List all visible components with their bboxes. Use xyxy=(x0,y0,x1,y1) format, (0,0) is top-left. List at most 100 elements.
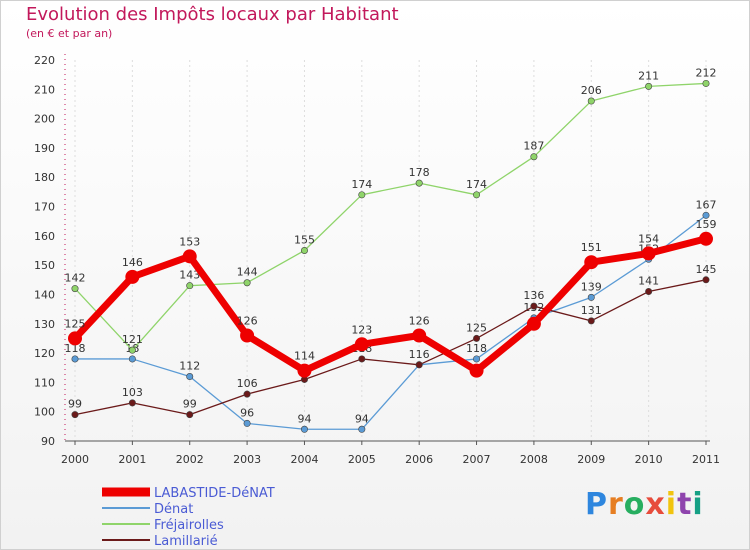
series-line xyxy=(72,235,707,375)
y-tick-label: 200 xyxy=(34,113,55,126)
data-point xyxy=(182,249,197,264)
data-point xyxy=(415,179,423,187)
data-label: 143 xyxy=(179,269,200,282)
data-point xyxy=(297,363,312,378)
data-label: 141 xyxy=(638,275,659,288)
data-point xyxy=(125,269,140,284)
data-label: 94 xyxy=(297,412,311,425)
data-label: 116 xyxy=(409,348,430,361)
x-tick-label: 2005 xyxy=(348,453,376,466)
data-point xyxy=(699,231,713,246)
data-point xyxy=(530,302,538,310)
x-tick-label: 2000 xyxy=(61,453,89,466)
data-label: 206 xyxy=(581,84,602,97)
data-point xyxy=(243,419,251,427)
data-label: 159 xyxy=(696,218,717,231)
logo-letter: x xyxy=(645,487,666,522)
logo-letter: o xyxy=(623,487,646,522)
data-label: 174 xyxy=(351,178,372,191)
data-point xyxy=(240,328,255,343)
data-point xyxy=(584,255,599,270)
data-point xyxy=(530,153,538,161)
data-label: 139 xyxy=(581,280,602,293)
data-point xyxy=(473,191,481,199)
data-point xyxy=(128,399,136,407)
data-label: 106 xyxy=(237,377,258,390)
data-point xyxy=(587,97,595,105)
data-label: 118 xyxy=(65,342,86,355)
data-point xyxy=(415,361,423,369)
data-label: 126 xyxy=(237,314,258,327)
data-point xyxy=(128,346,136,354)
data-label: 142 xyxy=(65,272,86,285)
data-label: 112 xyxy=(179,360,200,373)
y-tick-label: 160 xyxy=(34,230,55,243)
chart-subtitle: (en € et par an) xyxy=(26,27,113,40)
data-point xyxy=(358,191,366,199)
data-point xyxy=(473,334,481,342)
data-point xyxy=(473,355,481,363)
data-point xyxy=(68,331,82,346)
data-point xyxy=(358,355,366,363)
x-tick-label: 2011 xyxy=(692,453,720,466)
proxiti-logo: Proxiti xyxy=(585,487,704,522)
x-tick-label: 2003 xyxy=(233,453,261,466)
data-label: 153 xyxy=(179,235,200,248)
legend-label: Dénat xyxy=(154,502,193,517)
y-tick-label: 100 xyxy=(34,406,55,419)
y-tick-label: 90 xyxy=(41,435,55,448)
data-label: 103 xyxy=(122,386,143,399)
y-tick-label: 180 xyxy=(34,171,55,184)
data-point xyxy=(587,317,595,325)
x-tick-label: 2001 xyxy=(118,453,146,466)
logo-letter: t xyxy=(677,487,693,522)
data-label: 155 xyxy=(294,234,315,247)
y-tick-label: 220 xyxy=(34,54,55,67)
data-label: 212 xyxy=(696,66,717,79)
data-label: 178 xyxy=(409,166,430,179)
data-label: 151 xyxy=(581,241,602,254)
data-label: 145 xyxy=(696,263,717,276)
y-tick-label: 140 xyxy=(34,288,55,301)
data-point xyxy=(186,282,194,290)
data-point xyxy=(587,293,595,301)
data-label: 99 xyxy=(183,398,197,411)
x-tick-label: 2009 xyxy=(577,453,605,466)
series-line xyxy=(74,82,707,351)
x-tick-label: 2008 xyxy=(520,453,548,466)
data-point xyxy=(641,246,656,261)
data-point xyxy=(702,276,710,284)
data-label: 125 xyxy=(466,321,487,334)
data-point xyxy=(71,355,79,363)
data-point xyxy=(645,288,653,296)
legend-label: Lamillarié xyxy=(154,534,218,549)
data-point xyxy=(71,285,79,293)
data-point xyxy=(469,363,484,378)
data-point xyxy=(186,373,194,381)
legend-label: LABASTIDE-DéNAT xyxy=(154,486,275,501)
data-point xyxy=(526,316,541,331)
x-tick-label: 2010 xyxy=(635,453,663,466)
data-label: 187 xyxy=(523,140,544,153)
x-tick-label: 2002 xyxy=(176,453,204,466)
data-label: 136 xyxy=(523,289,544,302)
data-point xyxy=(243,279,251,287)
data-point xyxy=(702,211,710,219)
data-label: 96 xyxy=(240,406,254,419)
logo-letter: i xyxy=(665,487,678,522)
data-label: 154 xyxy=(638,232,659,245)
series-line xyxy=(74,279,707,416)
data-label: 125 xyxy=(65,317,86,330)
y-tick-label: 130 xyxy=(34,318,55,331)
series-line xyxy=(75,214,707,430)
data-point xyxy=(358,425,366,433)
data-point xyxy=(186,411,194,419)
y-tick-label: 120 xyxy=(34,347,55,360)
data-label: 146 xyxy=(122,256,143,269)
data-point xyxy=(300,247,308,255)
y-tick-label: 210 xyxy=(34,83,55,96)
data-point xyxy=(412,328,427,343)
data-label: 121 xyxy=(122,333,143,346)
x-tick-label: 2006 xyxy=(405,453,433,466)
